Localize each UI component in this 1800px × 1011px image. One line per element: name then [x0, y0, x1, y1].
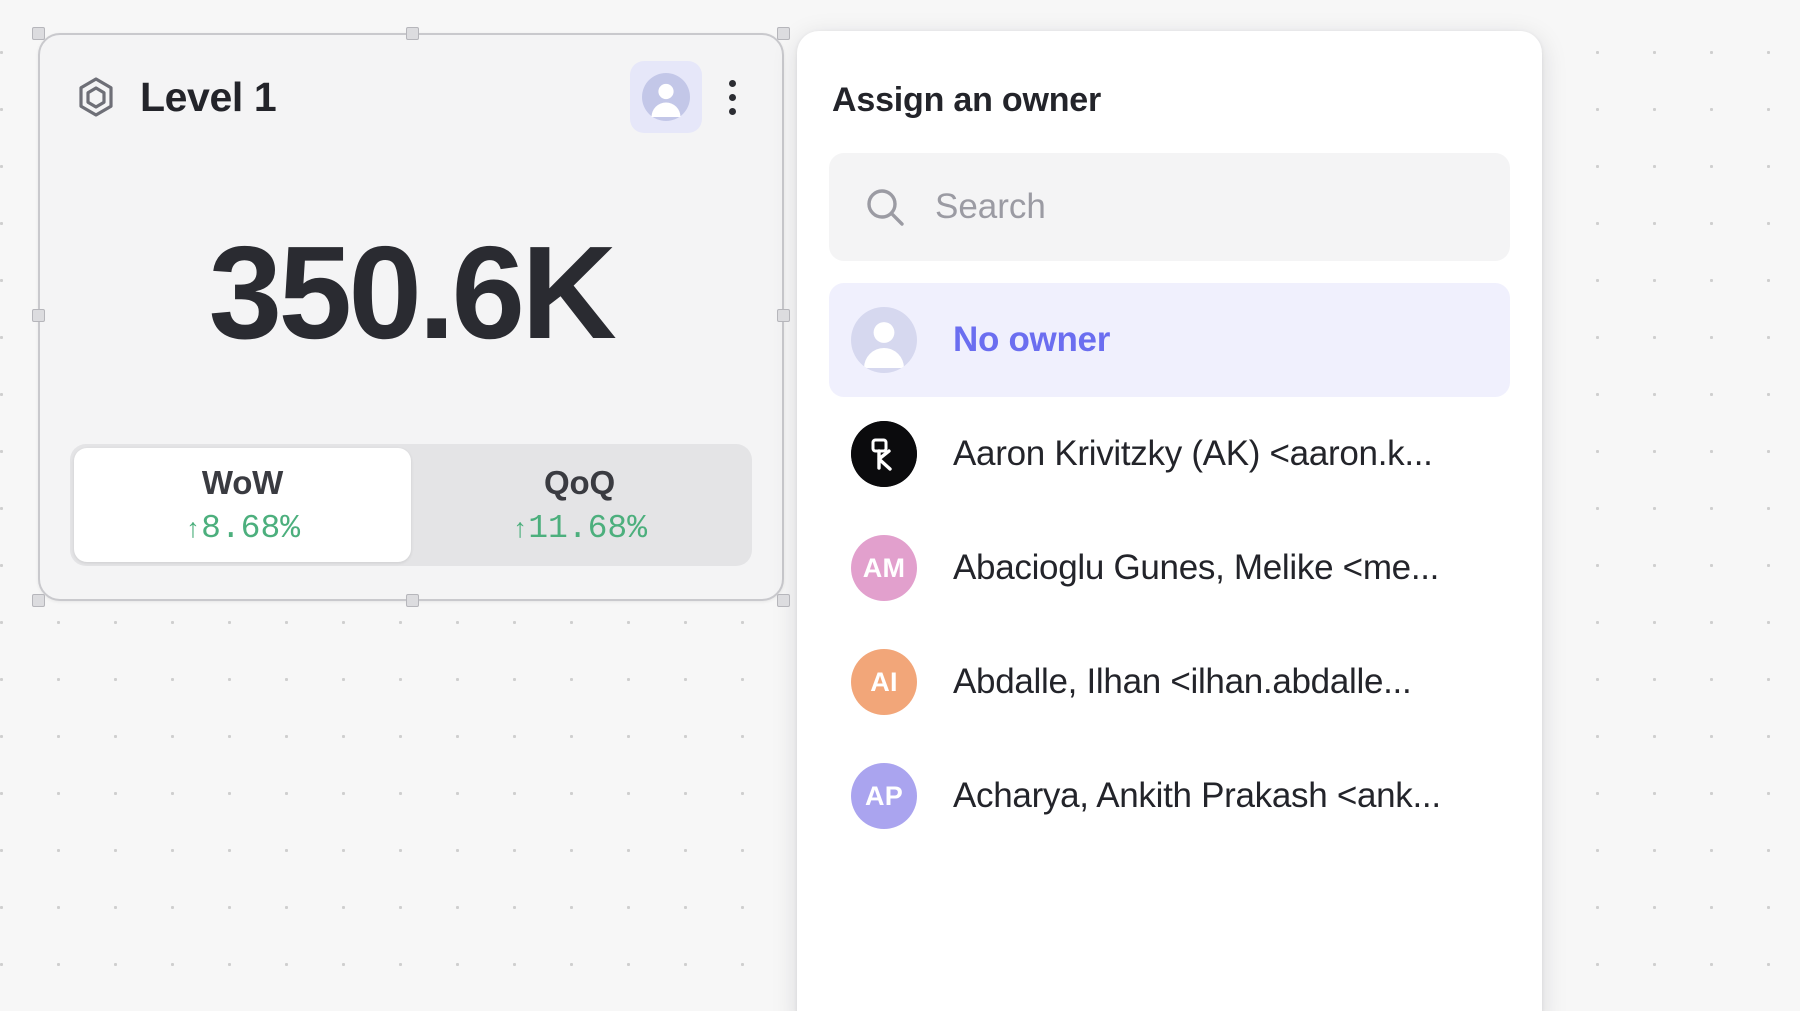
trend-up-arrow-icon: ↑: [184, 515, 202, 546]
owner-option-abacioglu-gunes-melike[interactable]: AM Abacioglu Gunes, Melike <me...: [829, 511, 1510, 625]
metric-card[interactable]: Level 1 350.6K Wo: [38, 33, 784, 601]
resize-handle-middle-right[interactable]: [777, 309, 790, 322]
owner-option-label: No owner: [953, 320, 1111, 359]
comparison-delta-value-qoq: 11.68%: [528, 509, 648, 547]
avatar-placeholder-person: [851, 307, 917, 373]
owner-avatar-button[interactable]: [630, 61, 702, 133]
owner-option-aaron-krivitzky[interactable]: Aaron Krivitzky (AK) <aaron.k...: [829, 397, 1510, 511]
kebab-dot-2: [728, 93, 736, 101]
comparison-delta-qoq: ↑11.68%: [512, 510, 647, 547]
assign-owner-popover[interactable]: Assign an owner No owner: [797, 31, 1542, 1011]
resize-handle-bottom-left[interactable]: [32, 594, 45, 607]
owner-search-field[interactable]: [829, 153, 1510, 261]
kebab-dot-1: [728, 79, 736, 87]
avatar: AI: [851, 649, 917, 715]
metric-value: 350.6K: [208, 219, 617, 366]
owner-option-abdalle-ilhan[interactable]: AI Abdalle, Ilhan <ilhan.abdalle...: [829, 625, 1510, 739]
avatar: [851, 421, 917, 487]
comparison-label-wow: WoW: [201, 463, 284, 501]
person-icon: [642, 73, 690, 121]
metric-card-selection[interactable]: Level 1 350.6K Wo: [32, 27, 790, 607]
hexagon-icon: [74, 75, 118, 119]
kebab-dot-3: [728, 107, 736, 115]
owner-option-label: Abdalle, Ilhan <ilhan.abdalle...: [953, 662, 1412, 701]
comparison-tab-wow[interactable]: WoW ↑8.68%: [74, 448, 411, 562]
comparison-delta-wow: ↑8.68%: [185, 510, 300, 547]
trend-up-arrow-icon-qoq: ↑: [511, 515, 529, 546]
search-icon: [863, 185, 907, 229]
comparison-label-qoq: QoQ: [544, 463, 615, 501]
card-header: Level 1: [40, 35, 782, 159]
owner-option-acharya-ankith-prakash[interactable]: AP Acharya, Ankith Prakash <ank...: [829, 739, 1510, 853]
comparison-segmented-control[interactable]: WoW ↑8.68% QoQ ↑11.68%: [70, 444, 752, 566]
avatar-initials: AP: [864, 780, 904, 811]
comparison-tab-qoq[interactable]: QoQ ↑11.68%: [411, 448, 748, 562]
comparison-delta-value-wow: 8.68%: [201, 509, 301, 547]
assign-owner-title: Assign an owner: [832, 81, 1102, 119]
owner-option-label: Acharya, Ankith Prakash <ank...: [953, 776, 1441, 815]
resize-handle-top-left[interactable]: [32, 27, 45, 40]
owner-option-no-owner[interactable]: No owner: [829, 283, 1510, 397]
resize-handle-middle-left[interactable]: [32, 309, 45, 322]
resize-handle-bottom-middle[interactable]: [406, 594, 419, 607]
resize-handle-top-middle[interactable]: [406, 27, 419, 40]
owner-option-label: Aaron Krivitzky (AK) <aaron.k...: [953, 434, 1433, 473]
resize-handle-bottom-right[interactable]: [777, 594, 790, 607]
avatar: AM: [851, 535, 917, 601]
page-title: Level 1: [140, 73, 277, 120]
owner-option-list[interactable]: No owner Aaron Krivitzky (AK) <aaron.k..…: [829, 283, 1510, 853]
search-input[interactable]: [933, 186, 1476, 228]
avatar-initials: AI: [870, 666, 898, 697]
kebab-menu-icon[interactable]: [708, 61, 756, 133]
owner-option-label: Abacioglu Gunes, Melike <me...: [953, 548, 1440, 587]
avatar: AP: [851, 763, 917, 829]
avatar-initials: AM: [862, 552, 906, 583]
resize-handle-top-right[interactable]: [777, 27, 790, 40]
